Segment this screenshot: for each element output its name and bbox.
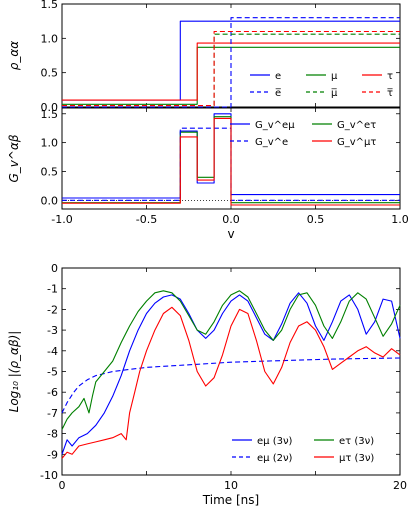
top-panel: 0.0 0.5 1.0 1.5 ρ_ααe e̅ μ μ̅ τ τ̅ — [7, 0, 401, 114]
legend-label: e — [275, 71, 281, 82]
x-tick-label: 10 — [224, 479, 238, 492]
y-tick-label: 0 — [51, 262, 58, 275]
legend-label: G_v^eμ — [255, 120, 295, 131]
x-tick-label: 0.0 — [222, 213, 240, 226]
series-line-bottom-0 — [61, 292, 401, 455]
series-line-bottom-1 — [61, 357, 401, 414]
y-tick-label: -6 — [47, 386, 58, 399]
y-tick-label: -9 — [47, 448, 58, 461]
x-tick-label: 0.5 — [307, 213, 325, 226]
y-tick-label: -7 — [47, 407, 58, 420]
x-axis-label: Time [ns] — [202, 493, 259, 507]
legend-label: μτ (3ν) — [339, 453, 374, 464]
y-axis-label: Log₁₀ |(ρ_αβ)| — [7, 331, 21, 413]
legend-label: μ̅ — [331, 88, 338, 99]
y-axis-label: G_v^αβ — [7, 134, 21, 182]
y-tick-label: -8 — [47, 428, 58, 441]
x-tick-label: 0 — [59, 479, 66, 492]
y-tick-label: 1.0 — [41, 137, 59, 150]
legend-label: eμ (2ν) — [257, 453, 293, 464]
y-tick-label: -10 — [40, 469, 58, 482]
y-tick-label: 0.0 — [41, 101, 59, 114]
legend-label: G_v^e — [255, 137, 288, 148]
legend-label: τ — [387, 71, 393, 82]
legend-label: eτ (3ν) — [339, 436, 374, 447]
y-tick-label: -1 — [47, 283, 58, 296]
series-line-bottom-3 — [61, 306, 401, 459]
legend-label: G_v^eτ — [337, 120, 376, 131]
y-tick-label: 0.0 — [41, 194, 59, 207]
y-tick-label: -3 — [47, 324, 58, 337]
series-line-bottom-2 — [61, 290, 401, 430]
y-tick-label: 1.0 — [41, 32, 59, 45]
legend-label: τ̅ — [387, 88, 394, 99]
y-tick-label: -2 — [47, 303, 58, 316]
y-tick-label: 1.5 — [41, 0, 59, 11]
y-tick-label: -4 — [47, 345, 58, 358]
x-axis-label: v — [227, 227, 234, 241]
legend-label: G_v^μτ — [337, 137, 376, 148]
series-line-top-3 — [62, 17, 400, 108]
middle-panel: 0.0 0.5 1.0 1.5 -1.0 -0.5 0.0 0.5 1.0 v G_v^αβ G_v^… — [7, 107, 409, 241]
x-tick-label: -0.5 — [136, 213, 157, 226]
y-tick-label: 0.5 — [41, 67, 59, 80]
series-line-top-2 — [62, 42, 400, 101]
x-tick-label: 20 — [393, 479, 407, 492]
x-tick-label: 1.0 — [391, 213, 409, 226]
legend-label: μ — [331, 71, 338, 82]
y-tick-label: -5 — [47, 366, 58, 379]
y-tick-label: 1.5 — [41, 108, 59, 121]
legend-label: eμ (3ν) — [257, 436, 293, 447]
x-tick-label: -1.0 — [51, 213, 72, 226]
y-axis-label: ρ_αα — [7, 41, 21, 71]
legend-label: e̅ — [275, 88, 282, 99]
series-line-top-5 — [62, 30, 400, 107]
series-line-top-4 — [62, 33, 400, 107]
series-line-middle-3 — [62, 117, 400, 206]
series-line-middle-2 — [62, 127, 400, 201]
y-tick-label: 0.5 — [41, 165, 59, 178]
